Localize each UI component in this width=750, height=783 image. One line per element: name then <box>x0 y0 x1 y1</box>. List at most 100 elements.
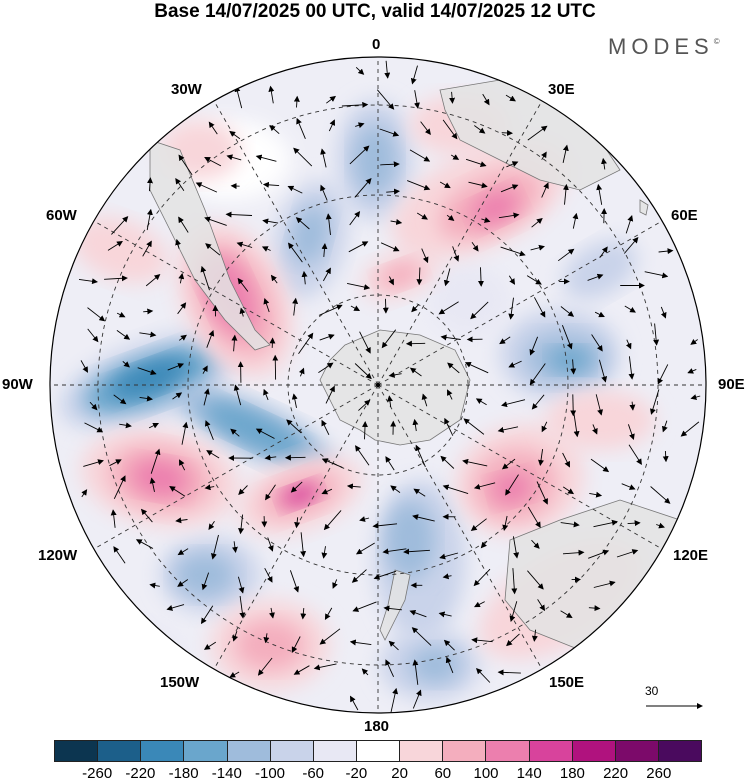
wind-arrow <box>294 517 301 529</box>
wind-arrow <box>233 384 242 406</box>
wind-arrow <box>687 368 697 374</box>
wind-arrow <box>204 216 227 226</box>
wind-arrow <box>527 506 541 529</box>
wind-arrow <box>149 477 156 492</box>
wind-arrow <box>658 248 674 255</box>
wind-arrow <box>203 388 210 406</box>
colorbar-tick-label: -140 <box>211 765 242 782</box>
wind-arrow <box>293 147 313 167</box>
wind-arrow <box>442 573 452 580</box>
wind-arrow <box>508 297 515 320</box>
wind-arrow <box>84 422 104 433</box>
wind-arrow <box>178 154 193 176</box>
wind-arrow <box>473 482 496 490</box>
wind-arrow <box>470 301 489 320</box>
wind-arrow <box>147 177 154 192</box>
colorbar-tick-label: -100 <box>254 765 286 782</box>
wind-arrow <box>409 367 422 377</box>
wind-arrow <box>237 576 245 594</box>
landmass <box>639 199 649 216</box>
wind-arrow <box>104 275 128 282</box>
wind-arrow <box>261 246 271 252</box>
wind-arrow <box>177 548 189 556</box>
wind-arrow <box>661 420 668 433</box>
wind-arrow <box>531 217 543 228</box>
brand-name: MODES <box>608 34 714 59</box>
wind-arrow <box>534 297 546 318</box>
label-120w: 120W <box>38 547 78 564</box>
wind-arrow <box>229 671 240 678</box>
wind-arrow <box>590 458 610 473</box>
wind-arrow <box>204 484 215 491</box>
anomaly-region <box>175 553 235 597</box>
wind-arrow <box>497 669 521 676</box>
anomaly-region <box>410 647 460 683</box>
wind-arrow <box>623 236 639 254</box>
wind-arrow <box>140 508 153 523</box>
wind-arrow <box>501 458 516 470</box>
meridian-line <box>91 384 379 551</box>
meridian-line <box>212 98 379 386</box>
meridian-line <box>91 219 379 386</box>
wind-arrow <box>653 323 660 346</box>
polar-map <box>49 56 707 714</box>
colorbar-swatch <box>615 741 659 761</box>
wind-arrow <box>321 488 333 495</box>
wind-arrow <box>110 509 117 528</box>
wind-arrow <box>416 267 423 286</box>
wind-arrow <box>388 371 402 378</box>
wind-arrow <box>390 485 401 493</box>
anomaly-region <box>550 348 590 372</box>
wind-arrow <box>385 456 395 471</box>
wind-arrow <box>263 633 270 644</box>
wind-arrow <box>413 90 420 109</box>
wind-arrow <box>361 668 369 676</box>
meridian-line <box>377 384 544 672</box>
wind-arrow <box>470 518 487 532</box>
colorbar-swatch <box>55 741 99 761</box>
wind-arrow <box>234 85 243 109</box>
wind-arrow <box>445 656 454 674</box>
wind-arrow <box>621 483 636 490</box>
wind-arrow <box>362 421 368 440</box>
wind-arrow <box>662 450 669 463</box>
wind-arrow <box>476 667 491 683</box>
wind-arrow <box>87 307 106 322</box>
wind-arrow <box>145 274 161 287</box>
wind-arrow <box>415 444 426 467</box>
wind-arrow <box>560 521 580 528</box>
wind-arrow <box>409 609 427 618</box>
wind-arrow <box>650 486 671 504</box>
wind-arrow <box>468 181 488 189</box>
wind-arrow <box>599 246 608 259</box>
wind-arrow <box>179 459 186 471</box>
wind-arrow <box>286 419 302 434</box>
wind-arrow <box>380 161 400 168</box>
wind-arrow <box>570 359 577 375</box>
wind-arrow <box>447 389 453 400</box>
wind-arrow <box>264 454 277 461</box>
wind-arrow <box>380 242 400 252</box>
wind-arrow <box>449 91 456 104</box>
wind-arrow <box>562 486 575 495</box>
wind-arrow <box>572 212 579 229</box>
wind-arrow <box>447 362 460 374</box>
wind-arrow <box>175 238 181 249</box>
wind-arrow <box>225 211 253 218</box>
wind-arrow <box>263 388 269 401</box>
wind-arrow <box>87 328 99 343</box>
wind-arrow <box>264 567 273 583</box>
colorbar-swatch <box>400 741 444 761</box>
wind-arrow <box>321 243 328 257</box>
wind-arrow <box>629 401 636 411</box>
wind-arrow <box>446 214 455 222</box>
wind-arrow <box>560 610 573 619</box>
wind-arrow <box>137 367 157 376</box>
wind-arrow <box>358 399 371 411</box>
wind-arrow <box>660 306 667 319</box>
wind-arrow <box>465 158 487 167</box>
wind-arrow <box>265 484 276 501</box>
wind-arrow <box>594 311 605 318</box>
wind-arrow <box>506 633 520 647</box>
wind-arrow <box>83 459 104 467</box>
